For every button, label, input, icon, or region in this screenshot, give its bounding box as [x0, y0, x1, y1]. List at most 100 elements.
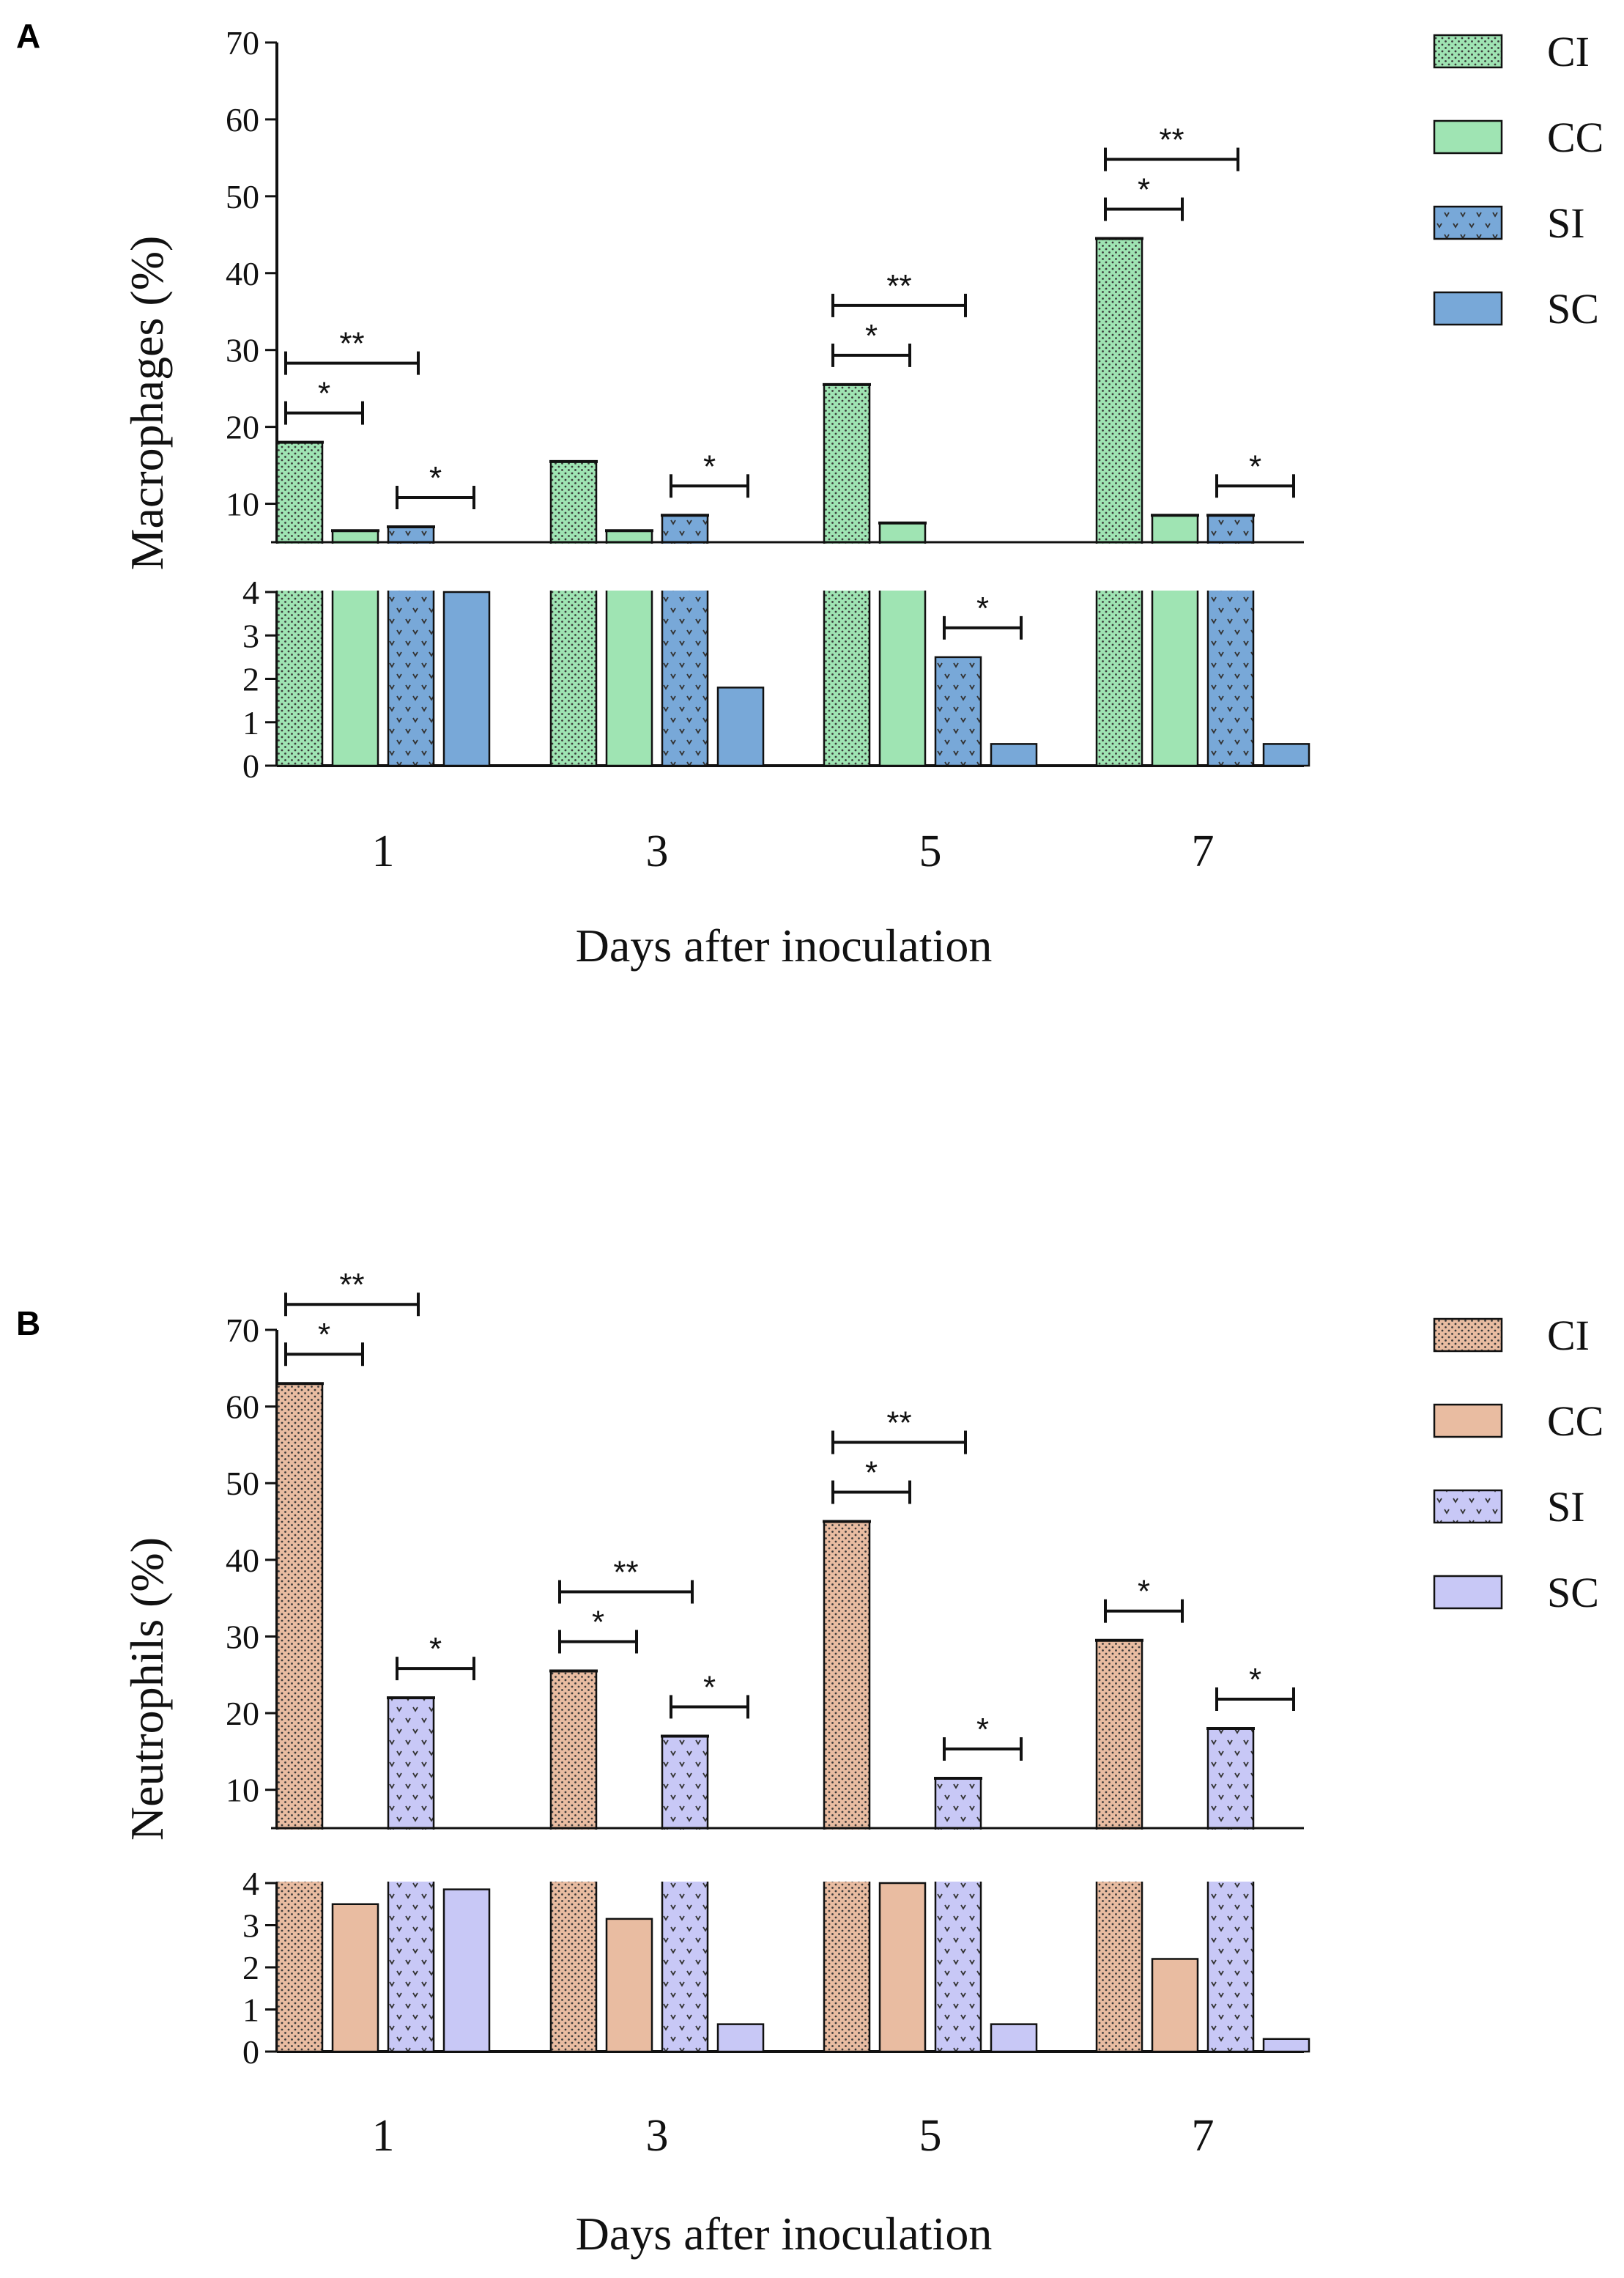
- significance-label: **: [886, 1405, 911, 1441]
- significance-label: *: [318, 1317, 330, 1353]
- significance-label: *: [1138, 1574, 1150, 1610]
- bar-SC-day-3: [716, 687, 765, 767]
- axis-break-gap: [1206, 544, 1256, 591]
- axis-break-gap: [660, 1830, 710, 1882]
- bar-CI-day-3: [549, 460, 598, 767]
- y-tick-label-upper: 50: [226, 178, 259, 215]
- bar-SI-day-3: [661, 1735, 709, 2053]
- legend-swatch: [1433, 1403, 1503, 1438]
- x-tick-label: 5: [919, 2111, 942, 2161]
- y-tick-label-lower: 1: [242, 1992, 259, 2029]
- legend-swatch: [1433, 1489, 1503, 1524]
- significance-label: *: [703, 448, 716, 484]
- panel-b-neutrophils: B 10 20 30 40 50 60 70 0 1 2 3 4 Neutrophils (%) Days …: [16, 1267, 1603, 2260]
- legend-label: CI: [1547, 28, 1590, 75]
- significance-bracket: *: [284, 1317, 364, 1367]
- axis-break-gap: [1094, 1830, 1144, 1882]
- bar-SI-day-7: [1206, 1727, 1255, 2053]
- significance-bracket: *: [831, 318, 911, 367]
- significance-label: **: [613, 1555, 638, 1591]
- y-tick-label-upper: 10: [226, 1772, 259, 1809]
- significance-label: *: [703, 1669, 716, 1705]
- significance-label: *: [318, 376, 330, 412]
- bar-SC-day-5: [990, 2023, 1038, 2053]
- significance-bracket: **: [831, 268, 967, 317]
- legend-item-CC: CC: [1433, 114, 1603, 161]
- legend-label: CI: [1547, 1312, 1590, 1359]
- y-tick-label-lower: 3: [242, 617, 259, 654]
- legend-item-SC: SC: [1433, 285, 1599, 333]
- x-tick-label: 3: [646, 826, 669, 876]
- legend-item-SI: SI: [1433, 199, 1585, 247]
- significance-bracket: *: [831, 1455, 911, 1504]
- axis-break-gap: [1206, 1830, 1256, 1882]
- y-tick-label-upper: 60: [226, 101, 259, 138]
- legend-swatch: [1433, 1317, 1503, 1353]
- significance-bracket: **: [558, 1555, 694, 1604]
- x-tick-label: 7: [1192, 2111, 1215, 2161]
- panel-label: A: [16, 17, 40, 55]
- y-tick-label-lower: 1: [242, 704, 259, 742]
- panel-label: B: [16, 1304, 40, 1342]
- x-axis-title: Days after inoculation: [576, 2208, 993, 2260]
- legend-item-CC: CC: [1433, 1397, 1603, 1445]
- axis-break-gap: [330, 544, 380, 591]
- legend-item-SC: SC: [1433, 1569, 1599, 1616]
- bar-SC-day-7: [1262, 743, 1310, 767]
- axis-break-gap: [386, 1830, 436, 1882]
- bar-CI-day-1: [275, 1382, 324, 2053]
- y-tick-label-upper: 40: [226, 255, 259, 292]
- legend-item-CI: CI: [1433, 28, 1590, 75]
- significance-bracket: *: [396, 460, 475, 510]
- y-tick-label-upper: 60: [226, 1388, 259, 1426]
- legend-label: CC: [1547, 114, 1603, 161]
- x-tick-label: 7: [1192, 826, 1215, 876]
- x-tick-label: 1: [372, 826, 395, 876]
- significance-label: **: [886, 268, 911, 304]
- legend-swatch: [1433, 205, 1503, 240]
- bar-SI-day-5: [934, 1777, 982, 2053]
- y-tick-label-upper: 50: [226, 1465, 259, 1502]
- axis-break-gap: [604, 544, 654, 591]
- legend-swatch: [1433, 291, 1503, 326]
- y-tick-label-upper: 40: [226, 1542, 259, 1579]
- bar-CI-day-5: [823, 1520, 871, 2053]
- significance-bracket: *: [1215, 448, 1295, 498]
- significance-bracket: *: [396, 1631, 475, 1681]
- x-tick-label: 1: [372, 2111, 395, 2161]
- legend-item-SI: SI: [1433, 1483, 1585, 1531]
- legend-label: CC: [1547, 1397, 1603, 1445]
- significance-label: **: [339, 326, 364, 362]
- axis-break-gap: [660, 544, 710, 591]
- significance-bracket: *: [1215, 1662, 1295, 1711]
- bar-CI-day-1: [275, 441, 324, 767]
- legend-swatch: [1433, 119, 1503, 155]
- significance-bracket: **: [284, 1267, 420, 1317]
- y-tick-label-lower: 0: [242, 2033, 259, 2071]
- y-tick-label-upper: 10: [226, 486, 259, 523]
- significance-label: *: [592, 1605, 604, 1641]
- legend-swatch: [1433, 34, 1503, 69]
- significance-label: *: [429, 460, 442, 496]
- y-tick-label-lower: 0: [242, 747, 259, 785]
- significance-bracket: **: [831, 1405, 967, 1454]
- y-tick-label-lower: 4: [242, 1865, 259, 1902]
- axis-break-gap: [386, 544, 436, 591]
- significance-bracket: **: [284, 326, 420, 375]
- y-tick-label-upper: 70: [226, 24, 259, 62]
- significance-label: *: [1249, 1662, 1261, 1698]
- y-tick-label-lower: 2: [242, 1949, 259, 1986]
- axis-break-gap: [822, 544, 872, 591]
- y-tick-label-upper: 20: [226, 1695, 259, 1732]
- bar-SI-day-5: [934, 656, 982, 767]
- y-tick-label-upper: 30: [226, 1618, 259, 1655]
- significance-bracket: **: [1104, 122, 1239, 171]
- axis-break-gap: [1150, 544, 1200, 591]
- axis-break-gap: [878, 544, 927, 591]
- significance-label: *: [1249, 448, 1261, 484]
- axis-break-gap: [1094, 544, 1144, 591]
- y-tick-label-upper: 30: [226, 332, 259, 369]
- bar-SC-day-5: [990, 743, 1038, 767]
- legend-item-CI: CI: [1433, 1312, 1590, 1359]
- significance-bracket: *: [1104, 1574, 1184, 1623]
